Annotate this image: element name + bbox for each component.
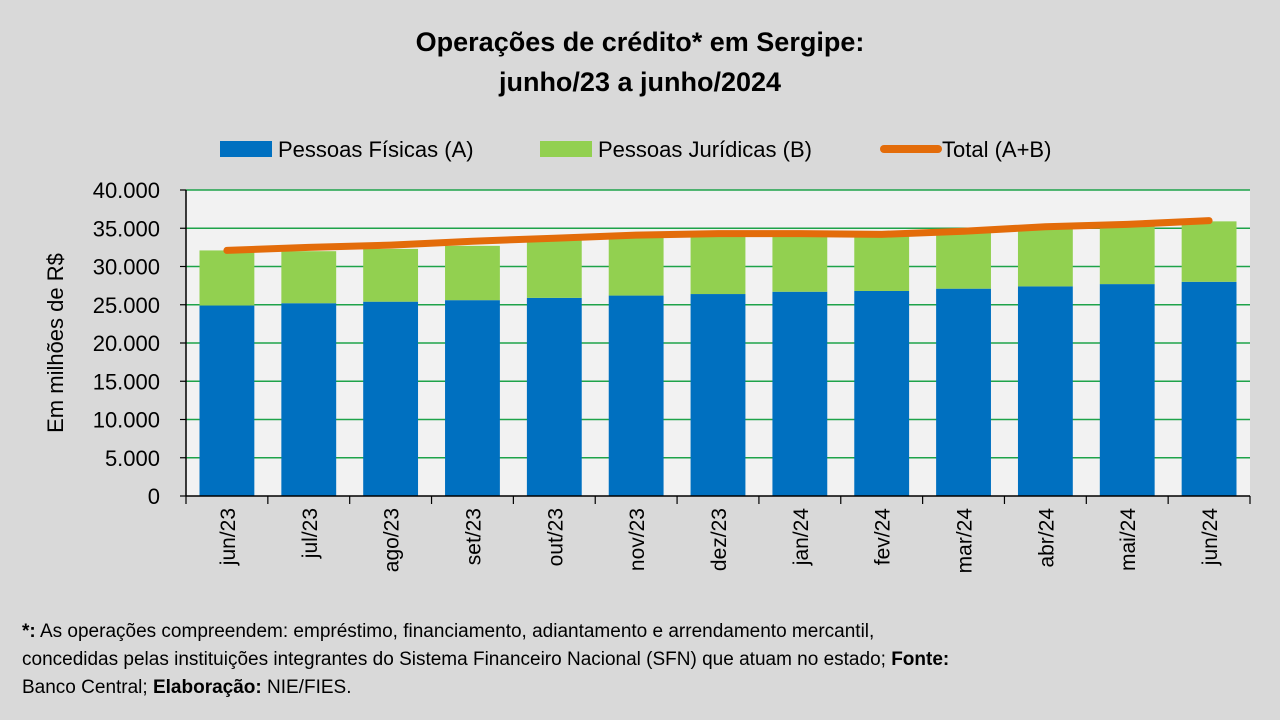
bar-pj-ago/23 <box>363 248 419 302</box>
bar-pj-jun/24 <box>1181 221 1237 282</box>
bar-pf-set/23 <box>445 300 500 496</box>
bar-pf-jun/23 <box>199 305 255 496</box>
x-tick-label: abr/24 <box>1035 508 1058 568</box>
footnote-source-label: Fonte: <box>891 649 950 670</box>
x-tick-label: fev/24 <box>872 508 895 566</box>
footnote-author-label: Elaboração: <box>152 677 262 698</box>
legend-label-pj: Pessoas Jurídicas (B) <box>598 137 812 162</box>
legend: Pessoas Físicas (A) Pessoas Jurídicas (B… <box>220 137 1051 162</box>
y-tick-labels: 0 5.000 10.000 15.000 20.000 25.000 30.000 35.0… <box>93 178 160 509</box>
axes <box>185 190 1250 497</box>
y-tick-label: 35.000 <box>93 216 160 241</box>
bar-pf-jul/23 <box>281 303 337 496</box>
legend-label-total: Total (A+B) <box>942 137 1051 162</box>
y-tick-label: 20.000 <box>93 331 160 356</box>
bar-pf-fev/24 <box>854 290 910 496</box>
bar-pf-nov/23 <box>608 295 664 496</box>
total-line <box>223 217 1213 254</box>
y-tick-label: 10.000 <box>93 408 160 433</box>
y-tick-label: 0 <box>148 484 160 509</box>
bar-pj-nov/23 <box>608 236 664 296</box>
bars <box>199 221 1237 496</box>
x-tick-label: dez/23 <box>708 508 731 571</box>
chart-title: Operações de crédito* em Sergipe: junho/… <box>0 22 1280 102</box>
bar-pj-mar/24 <box>936 232 991 289</box>
legend-swatch-pj <box>540 141 592 157</box>
bar-pj-jan/24 <box>772 234 828 292</box>
bar-pf-jun/24 <box>1181 281 1237 496</box>
bar-pj-fev/24 <box>854 235 910 291</box>
footnote-text-1: As operações compreendem: empréstimo, fi… <box>35 621 875 642</box>
chart-title-line1: Operações de crédito* em Sergipe: <box>415 27 865 57</box>
bar-pj-jun/23 <box>199 250 255 306</box>
chart-title-line2: junho/23 a junho/2024 <box>498 67 782 97</box>
x-tick-label: jan/24 <box>790 508 813 567</box>
y-tick-label: 30.000 <box>93 255 160 280</box>
x-tick-label: jun/24 <box>1199 508 1222 567</box>
bar-pj-out/23 <box>526 240 582 298</box>
bar-pj-dez/23 <box>690 234 746 295</box>
credit-operations-chart: Pessoas Físicas (A) Pessoas Jurídicas (B… <box>43 137 1251 574</box>
x-tick-label: jul/23 <box>299 508 322 559</box>
x-tick-labels: jun/23 jul/23 ago/23 set/23 out/23 nov/23 dez/… <box>185 496 1251 574</box>
bar-pj-mai/24 <box>1099 224 1155 285</box>
y-tick-label: 25.000 <box>93 293 160 318</box>
total-line-series <box>223 217 1213 254</box>
x-tick-label: mai/24 <box>1117 508 1140 571</box>
footnote-author-value: NIE/FIES. <box>261 677 352 698</box>
footnote-marker: *: <box>22 621 36 642</box>
legend-label-pf: Pessoas Físicas (A) <box>278 137 474 162</box>
y-tick-label: 40.000 <box>93 178 160 203</box>
footnote-source-value: Banco Central; <box>22 677 153 698</box>
bar-pf-mai/24 <box>1099 284 1155 496</box>
y-tick-label: 5.000 <box>105 446 160 471</box>
y-tick-label: 15.000 <box>93 369 160 394</box>
x-tick-label: mar/24 <box>954 508 977 574</box>
bar-pf-jan/24 <box>772 291 828 496</box>
x-tick-label: ago/23 <box>381 508 404 572</box>
bar-pj-jul/23 <box>281 251 337 304</box>
x-tick-label: set/23 <box>462 508 485 565</box>
legend-swatch-pf <box>220 141 272 157</box>
bar-pf-dez/23 <box>690 294 746 496</box>
bar-pf-mar/24 <box>936 288 991 496</box>
y-axis-label: Em milhões de R$ <box>43 253 68 433</box>
x-tick-label: out/23 <box>544 508 567 566</box>
footnote-text-2: concedidas pelas instituições integrante… <box>22 649 892 670</box>
bar-pj-set/23 <box>445 245 500 301</box>
x-tick-label: nov/23 <box>626 508 649 571</box>
x-tick-label: jun/23 <box>217 508 240 566</box>
bar-pf-out/23 <box>526 297 582 496</box>
bar-pj-abr/24 <box>1017 228 1073 287</box>
bar-pf-ago/23 <box>363 301 419 496</box>
bar-pf-abr/24 <box>1017 286 1073 496</box>
footnote: *: As operações compreendem: empréstimo,… <box>22 618 1262 702</box>
